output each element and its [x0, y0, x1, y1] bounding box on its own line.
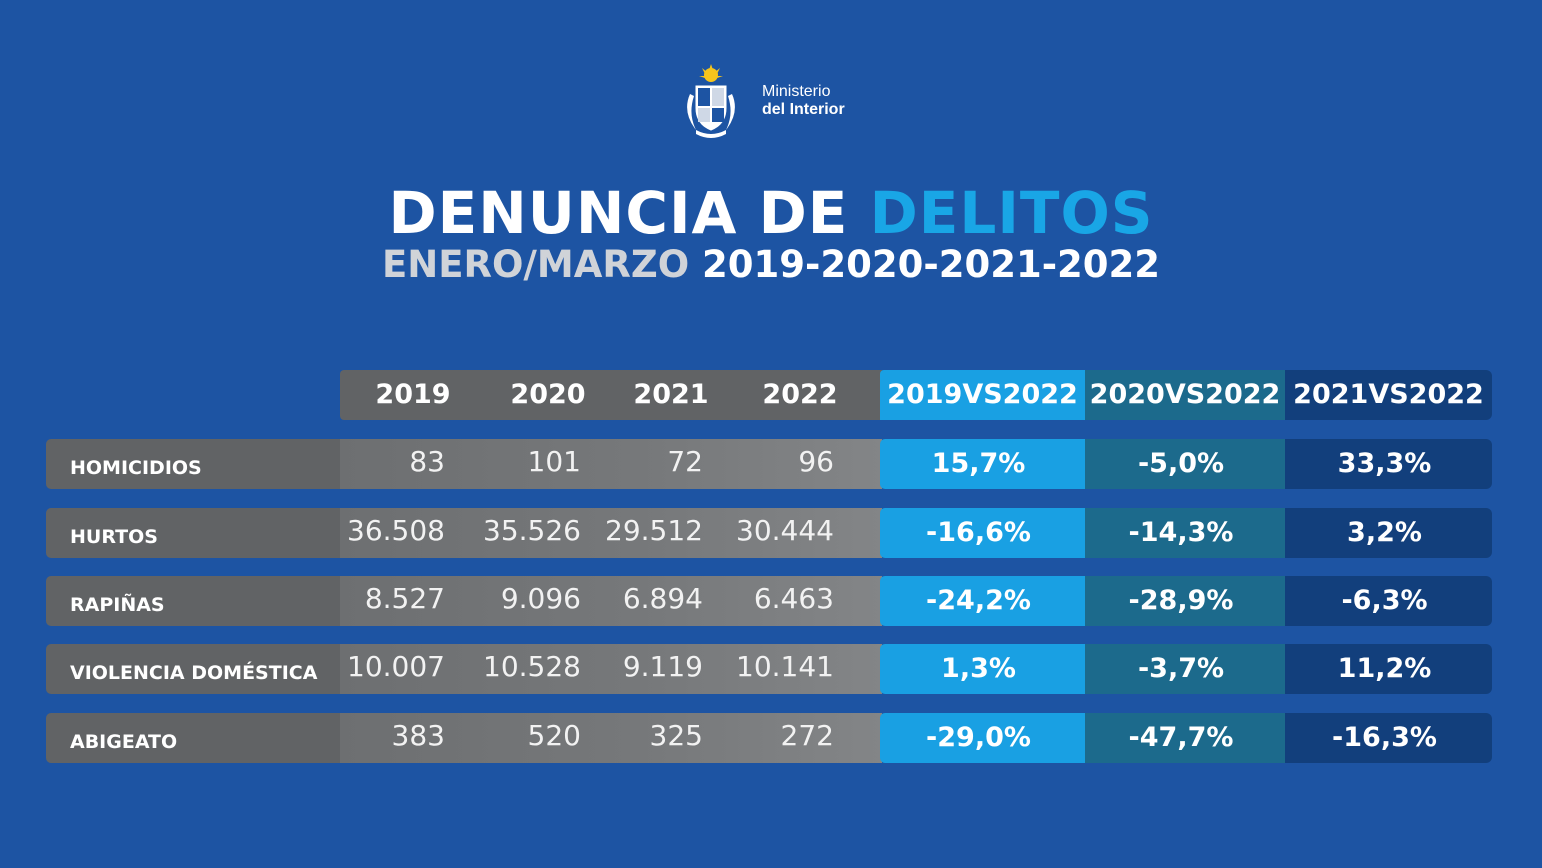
change-band-1-0: [880, 508, 1085, 558]
value-cell: 35.526: [483, 514, 581, 547]
ministerio-logo: Ministerio del Interior: [678, 64, 878, 140]
value-cell: 325: [649, 719, 703, 752]
value-cell: 96: [798, 445, 834, 478]
change-cell: -29,0%: [926, 722, 1031, 753]
header-band-change-2: [1085, 370, 1285, 420]
row-label-0: HOMICIDIOS: [46, 439, 340, 489]
value-cell: 6.463: [753, 582, 834, 615]
value-cell: 6.894: [622, 582, 703, 615]
page-title: DENUNCIA DE DELITOS: [0, 178, 1542, 248]
value-cell: 10.528: [483, 650, 581, 683]
row-label-4: ABIGEATO: [46, 713, 340, 763]
column-header-2020: 2020: [510, 379, 586, 410]
change-band-2-2: [1285, 576, 1492, 626]
change-cell: -16,6%: [926, 517, 1031, 548]
change-cell: -28,9%: [1128, 585, 1234, 616]
column-header-2021vs2022: 2021VS2022: [1293, 379, 1484, 410]
row-label-1: HURTOS: [46, 508, 340, 558]
row-label-3: VIOLENCIA DOMÉSTICA: [46, 644, 340, 694]
change-cell: -16,3%: [1332, 722, 1437, 753]
change-band-3-0: [880, 644, 1085, 694]
subtitle-years: 2019-2020-2021-2022: [702, 243, 1161, 286]
value-cell: 36.508: [347, 514, 445, 547]
row-label-2: RAPIÑAS: [46, 576, 340, 626]
change-band-4-1: [1085, 713, 1285, 763]
change-band-2-0: [880, 576, 1085, 626]
change-cell: -6,3%: [1341, 585, 1428, 616]
logo-line-1: Ministerio: [762, 83, 831, 100]
change-cell: 1,3%: [941, 653, 1016, 684]
column-header-2021: 2021: [633, 379, 709, 410]
change-cell: -14,3%: [1128, 517, 1234, 548]
column-header-2019vs2022: 2019VS2022: [887, 379, 1078, 410]
value-cell: 83: [409, 445, 445, 478]
logo-line-2: del Interior: [762, 101, 845, 118]
value-cell: 101: [527, 445, 581, 478]
row-values-band-1: [340, 508, 882, 558]
change-band-1-1: [1085, 508, 1285, 558]
change-band-1-2: [1285, 508, 1492, 558]
change-band-3-2: [1285, 644, 1492, 694]
change-band-0-2: [1285, 439, 1492, 489]
change-band-4-0: [880, 713, 1085, 763]
row-values-band-4: [340, 713, 882, 763]
change-cell: 15,7%: [931, 448, 1026, 479]
change-band-4-2: [1285, 713, 1492, 763]
value-cell: 29.512: [605, 514, 703, 547]
value-cell: 72: [667, 445, 703, 478]
logo-text: Ministerio del Interior: [762, 83, 845, 119]
change-cell: 33,3%: [1337, 448, 1432, 479]
row-values-band-0: [340, 439, 882, 489]
coat-of-arms-icon: [687, 64, 735, 138]
title-main: DENUNCIA DE: [388, 179, 870, 247]
value-cell: 9.096: [500, 582, 581, 615]
row-values-band-3: [340, 644, 882, 694]
change-cell: -5,0%: [1137, 448, 1225, 479]
value-cell: 8.527: [364, 582, 445, 615]
value-cell: 10.007: [347, 650, 445, 683]
column-header-2020vs2022: 2020VS2022: [1089, 379, 1281, 410]
column-header-2019: 2019: [375, 379, 451, 410]
header-band-change-1: [880, 370, 1085, 420]
value-cell: 30.444: [736, 514, 834, 547]
change-band-0-1: [1085, 439, 1285, 489]
change-cell: 3,2%: [1347, 517, 1422, 548]
change-cell: -47,7%: [1128, 722, 1234, 753]
change-band-2-1: [1085, 576, 1285, 626]
value-cell: 520: [527, 719, 581, 752]
change-cell: 11,2%: [1337, 653, 1432, 684]
value-cell: 383: [391, 719, 445, 752]
value-cell: 272: [780, 719, 834, 752]
header-band-years: [340, 370, 882, 420]
change-cell: -3,7%: [1137, 653, 1225, 684]
value-cell: 9.119: [622, 650, 703, 683]
change-band-0-0: [880, 439, 1085, 489]
value-cell: 10.141: [736, 650, 834, 683]
change-band-3-1: [1085, 644, 1285, 694]
row-values-band-2: [340, 576, 882, 626]
title-accent: DELITOS: [869, 179, 1154, 247]
subtitle-period: ENERO/MARZO: [381, 243, 703, 286]
column-header-2022: 2022: [762, 379, 838, 410]
page-subtitle: ENERO/MARZO 2019-2020-2021-2022: [0, 241, 1542, 289]
change-cell: -24,2%: [926, 585, 1031, 616]
header-band-change-3: [1285, 370, 1492, 420]
